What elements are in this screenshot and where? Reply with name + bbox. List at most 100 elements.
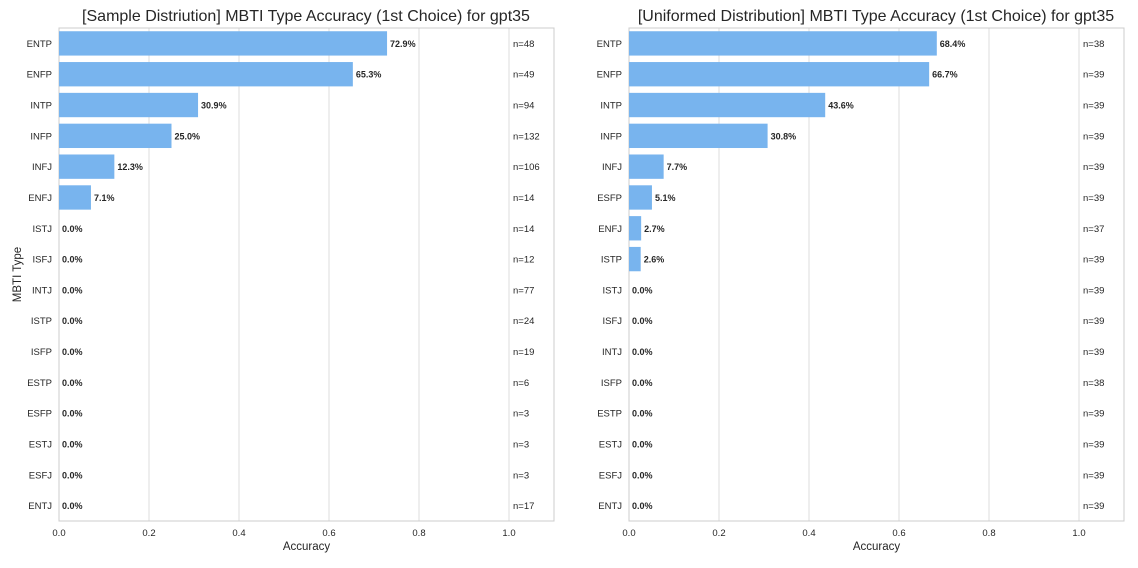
- sample-size-label: n=39: [1083, 409, 1104, 420]
- value-label: 0.0%: [62, 347, 83, 357]
- left-chart-panel: [Sample Distriution] MBTI Type Accuracy …: [12, 8, 555, 553]
- category-label: ENFP: [27, 70, 52, 81]
- category-label: INTJ: [602, 347, 622, 358]
- sample-size-label: n=12: [513, 255, 534, 266]
- category-label: INFJ: [602, 162, 622, 173]
- category-label: ENTJ: [28, 501, 52, 512]
- sample-size-label: n=77: [513, 285, 534, 296]
- sample-size-label: n=48: [513, 39, 534, 50]
- value-label: 7.1%: [94, 193, 115, 203]
- category-label: ISFJ: [32, 255, 52, 266]
- plot-frame: [58, 27, 555, 522]
- value-label: 0.0%: [62, 285, 83, 295]
- sample-size-label: n=38: [1083, 39, 1104, 50]
- sample-size-label: n=49: [513, 70, 534, 81]
- value-label: 30.9%: [201, 101, 227, 111]
- category-label: ENFJ: [598, 224, 622, 235]
- value-label: 0.0%: [632, 316, 653, 326]
- bar-infj: [629, 154, 664, 179]
- value-label: 68.4%: [940, 39, 966, 49]
- x-tick-label: 0.0: [622, 528, 635, 539]
- value-label: 2.7%: [644, 224, 665, 234]
- x-axis-label: Accuracy: [853, 541, 901, 553]
- value-label: 0.0%: [632, 285, 653, 295]
- value-label: 0.0%: [62, 409, 83, 419]
- sample-size-label: n=39: [1083, 131, 1104, 142]
- value-label: 0.0%: [632, 347, 653, 357]
- bar-enfp: [59, 62, 353, 87]
- bar-intp: [59, 92, 199, 118]
- x-tick-label: 0.2: [712, 528, 725, 539]
- x-tick-label: 0.6: [322, 528, 335, 539]
- category-label: ESFP: [597, 193, 622, 204]
- bar-entp: [629, 31, 937, 56]
- x-tick-label: 1.0: [502, 528, 515, 539]
- value-label: 30.8%: [771, 131, 797, 141]
- bar-infj: [59, 154, 115, 179]
- sample-size-label: n=6: [513, 378, 529, 389]
- value-label: 0.0%: [62, 470, 83, 480]
- category-label: ISTJ: [32, 224, 52, 235]
- sample-size-label: n=3: [513, 470, 529, 481]
- value-label: 0.0%: [632, 470, 653, 480]
- x-axis-label: Accuracy: [283, 541, 331, 553]
- value-label: 0.0%: [62, 255, 83, 265]
- value-label: 25.0%: [175, 131, 201, 141]
- plot-frame: [628, 27, 1125, 522]
- category-label: ISFP: [601, 378, 622, 389]
- value-label: 0.0%: [62, 224, 83, 234]
- bar-enfp: [629, 62, 930, 87]
- category-label: ESFJ: [599, 470, 622, 481]
- sample-size-label: n=39: [1083, 501, 1104, 512]
- sample-size-label: n=3: [513, 409, 529, 420]
- sample-size-label: n=39: [1083, 285, 1104, 296]
- category-label: ESTJ: [599, 439, 622, 450]
- category-label: ISTP: [601, 255, 622, 266]
- value-label: 5.1%: [655, 193, 676, 203]
- value-label: 12.3%: [117, 162, 143, 172]
- category-label: ENTP: [597, 39, 622, 50]
- sample-size-label: n=24: [513, 316, 534, 327]
- sample-size-label: n=19: [513, 347, 534, 358]
- category-label: ESTP: [597, 409, 622, 420]
- value-label: 2.6%: [644, 255, 665, 265]
- category-label: INFP: [30, 131, 52, 142]
- sample-size-label: n=132: [513, 131, 540, 142]
- x-tick-label: 0.4: [802, 528, 815, 539]
- sample-size-label: n=14: [513, 224, 534, 235]
- value-label: 0.0%: [632, 439, 653, 449]
- sample-size-label: n=39: [1083, 70, 1104, 81]
- value-label: 0.0%: [632, 501, 653, 511]
- category-label: ESFP: [27, 409, 52, 420]
- bar-istp: [629, 246, 641, 272]
- chart-title: [Uniformed Distribution] MBTI Type Accur…: [638, 8, 1114, 25]
- x-tick-label: 0.8: [412, 528, 425, 539]
- value-label: 0.0%: [632, 378, 653, 388]
- sample-size-label: n=37: [1083, 224, 1104, 235]
- x-tick-label: 1.0: [1072, 528, 1085, 539]
- bar-entp: [59, 31, 388, 56]
- sample-size-label: n=3: [513, 439, 529, 450]
- category-label: ISTP: [31, 316, 52, 327]
- category-label: INTP: [30, 101, 52, 112]
- value-label: 72.9%: [390, 39, 416, 49]
- sample-size-label: n=14: [513, 193, 534, 204]
- sample-size-label: n=106: [513, 162, 540, 173]
- value-label: 65.3%: [356, 70, 382, 80]
- category-label: ENFJ: [28, 193, 52, 204]
- category-label: ENTJ: [598, 501, 622, 512]
- x-tick-label: 0.2: [142, 528, 155, 539]
- category-label: ISTJ: [602, 285, 622, 296]
- category-label: ENTP: [27, 39, 52, 50]
- sample-size-label: n=39: [1083, 193, 1104, 204]
- category-label: INTP: [600, 101, 622, 112]
- sample-size-label: n=39: [1083, 470, 1104, 481]
- sample-size-label: n=39: [1083, 316, 1104, 327]
- category-label: ISFP: [31, 347, 52, 358]
- category-label: ESFJ: [29, 470, 52, 481]
- sample-size-label: n=39: [1083, 101, 1104, 112]
- value-label: 7.7%: [667, 162, 688, 172]
- value-label: 0.0%: [62, 501, 83, 511]
- bar-enfj: [629, 216, 642, 241]
- sample-size-label: n=38: [1083, 378, 1104, 389]
